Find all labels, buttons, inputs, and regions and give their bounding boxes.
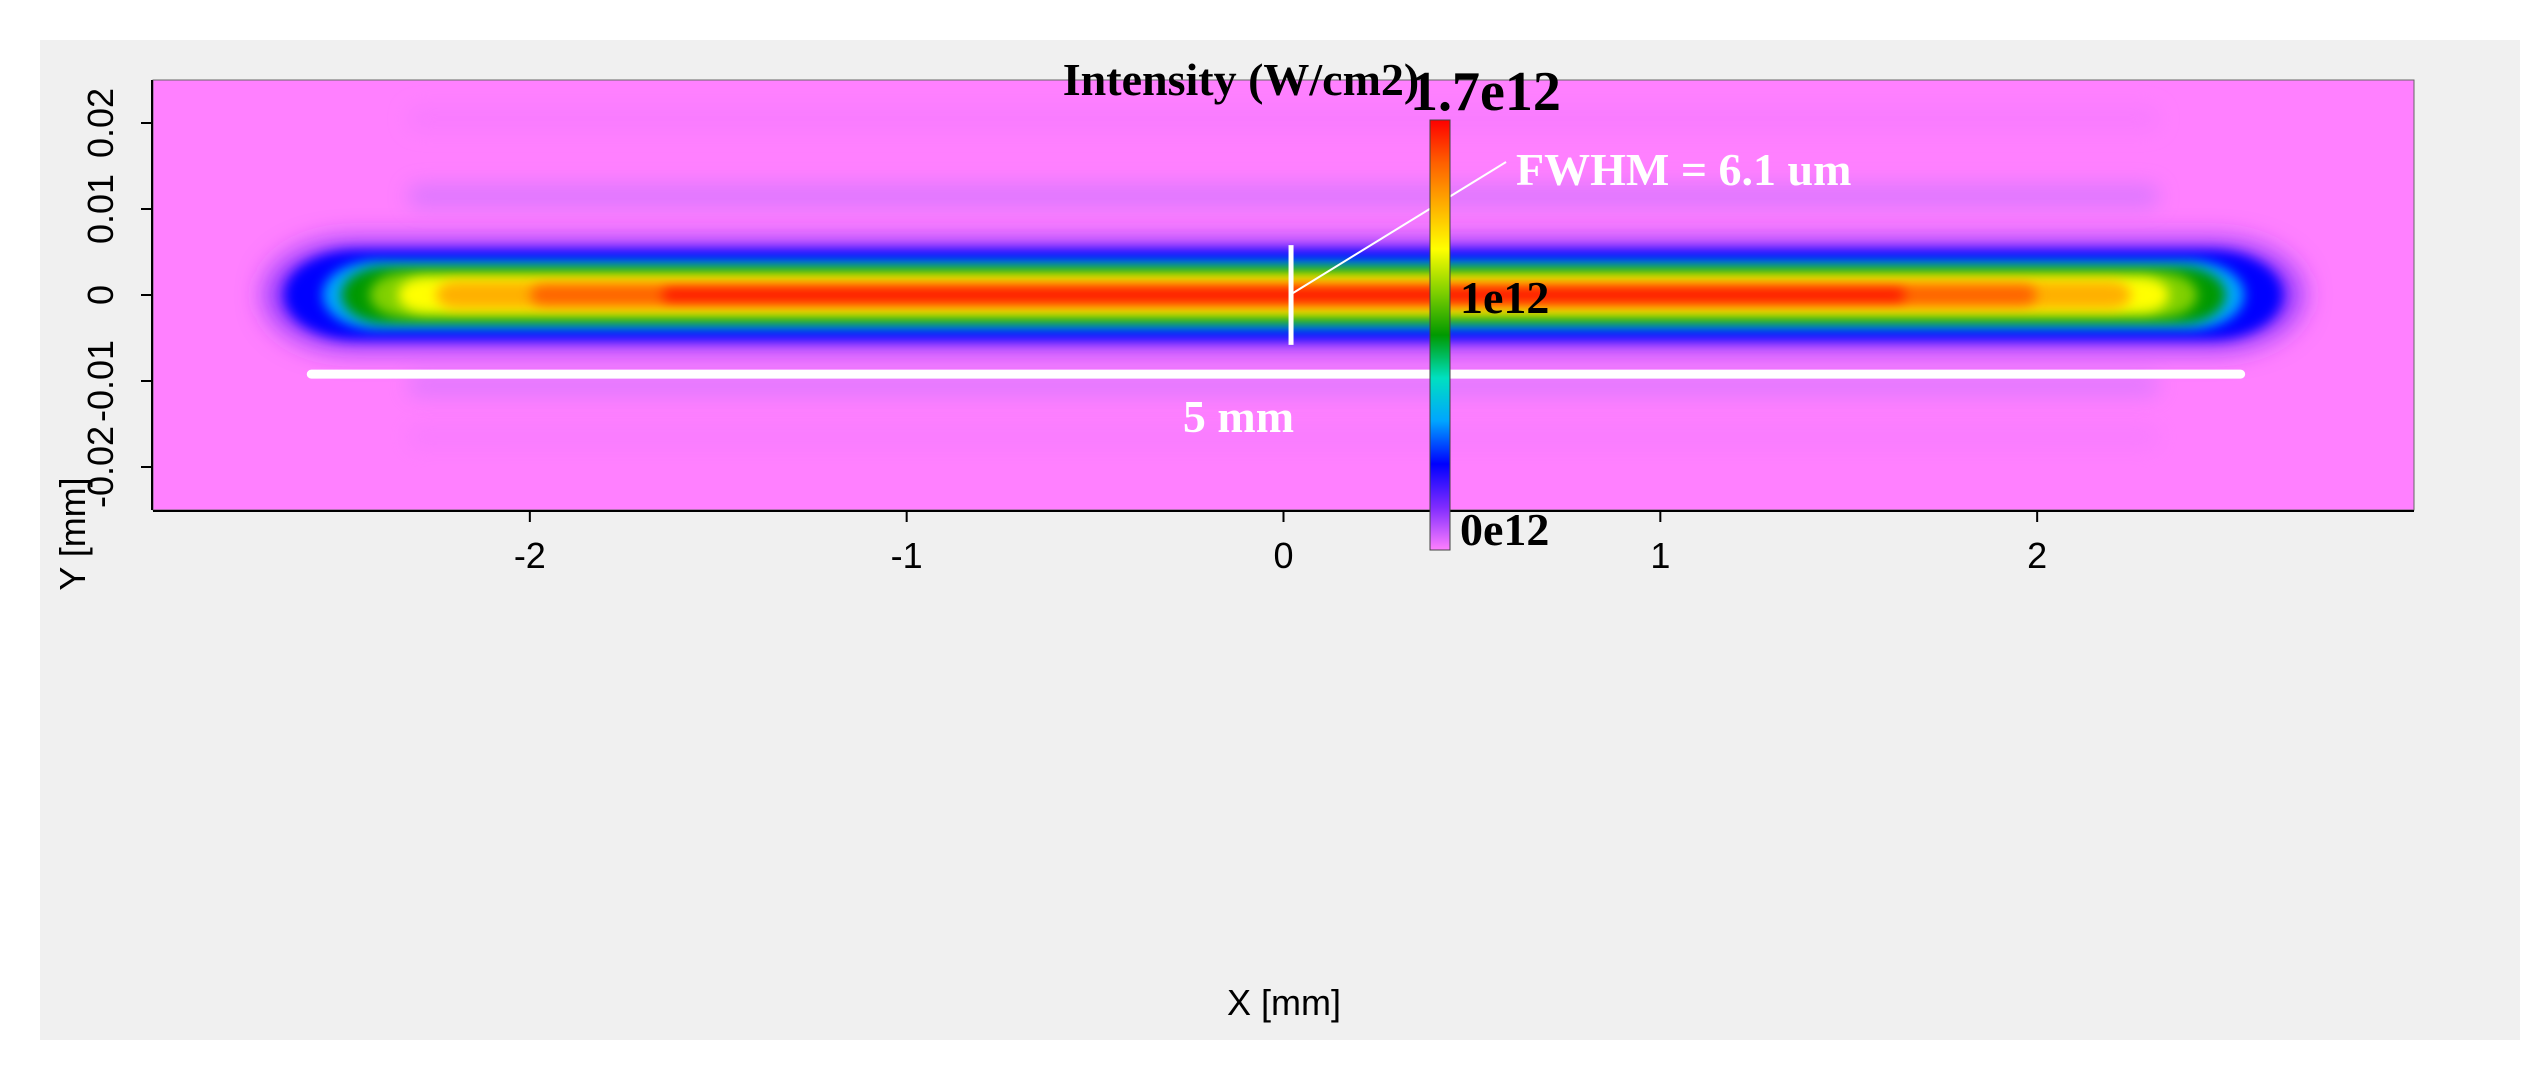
x-tick-label: 0 xyxy=(1273,535,1293,576)
fwhm-leader-line xyxy=(1292,161,1507,294)
y-axis-label: Y [mm] xyxy=(52,477,93,590)
intensity-figure: 5 mm FWHM = 6.1 um Intensity (W/cm2) -2-… xyxy=(52,54,2415,1023)
y-tick-label: -0.01 xyxy=(80,340,121,422)
x-axis-label: X [mm] xyxy=(1227,982,1341,1023)
length-label: 5 mm xyxy=(1183,391,1294,442)
colorbar-max-label: 1.7e12 xyxy=(1410,61,1561,123)
y-axis: 0.02 0.01 0 -0.01-0.02 xyxy=(80,80,153,510)
x-tick-label: -2 xyxy=(514,535,546,576)
x-tick-label: 1 xyxy=(1650,535,1670,576)
colorbar xyxy=(1429,119,1451,551)
fwhm-label: FWHM = 6.1 um xyxy=(1516,144,1851,195)
side-lobe-2 xyxy=(407,106,2160,131)
x-tick-label: 2 xyxy=(2027,535,2047,576)
chart-title: Intensity (W/cm2) xyxy=(1063,54,1419,105)
x-axis: -2 -1 0 1 2 xyxy=(153,510,2414,576)
y-tick-label: 0 xyxy=(80,285,121,305)
beam-contour-8 xyxy=(661,289,1906,301)
side-lobe-0 xyxy=(407,184,2160,209)
y-tick-label: -0.02 xyxy=(80,426,121,508)
heatmap-layer xyxy=(266,106,2301,449)
x-tick-label: -1 xyxy=(891,535,923,576)
side-lobe-3 xyxy=(407,424,2160,449)
colorbar-min-label: 0e12 xyxy=(1460,504,1549,555)
y-tick-label: 0.02 xyxy=(80,88,121,158)
side-lobe-1 xyxy=(407,373,2160,398)
y-tick-label: 0.01 xyxy=(80,174,121,244)
colorbar-mid-label: 1e12 xyxy=(1460,272,1549,323)
figure-panel: 5 mm FWHM = 6.1 um Intensity (W/cm2) -2-… xyxy=(40,40,2520,1040)
